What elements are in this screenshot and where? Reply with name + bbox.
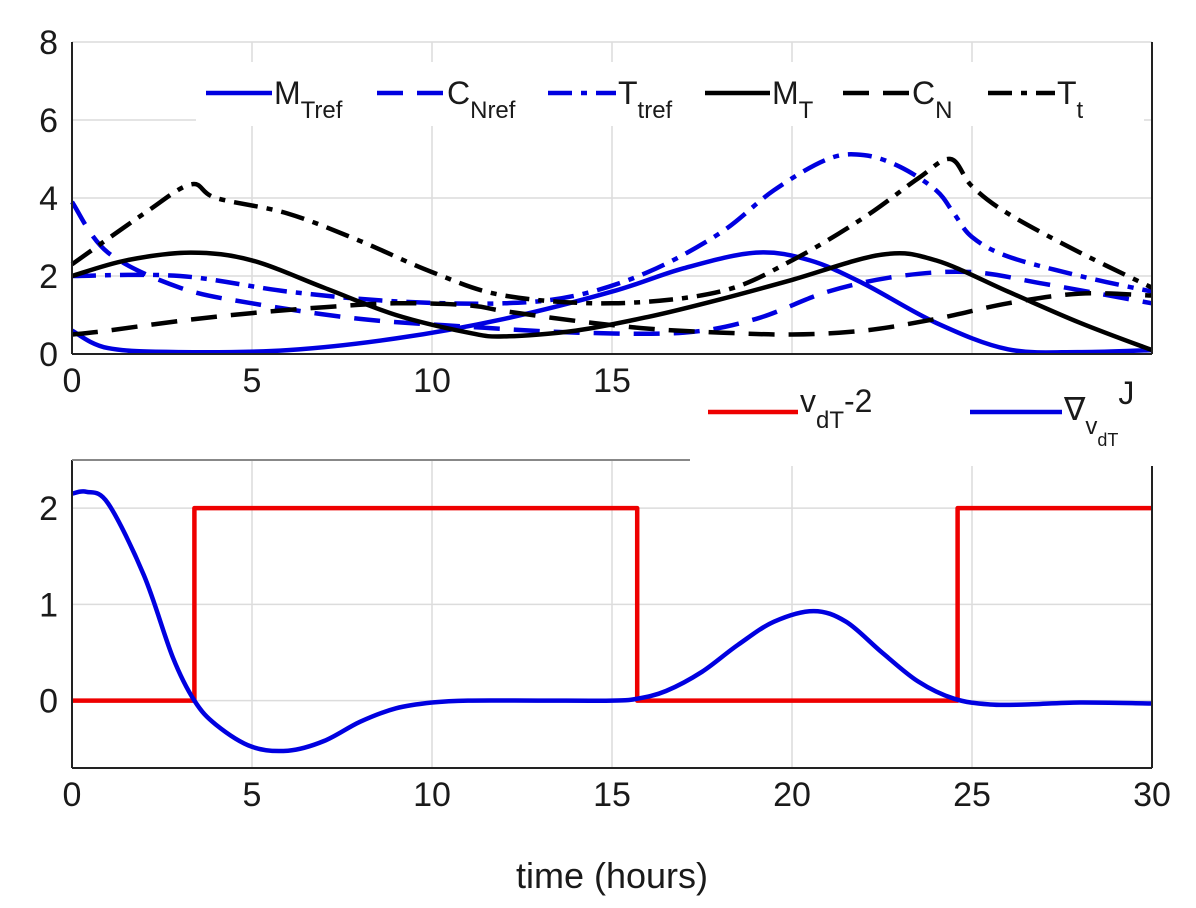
x-tick-label: 25 — [953, 776, 991, 814]
top-axes — [71, 42, 1153, 355]
legend-label: CN — [912, 75, 952, 124]
x-tick-label: 0 — [63, 362, 82, 400]
legend-label: CNref — [447, 75, 516, 124]
bottom-plot-panel: 0 5 10 15 20 25 30 0 1 2 vdT-2 ∇vdTJ time (hours) — [39, 375, 1171, 896]
legend-label: vdT-2 — [800, 383, 872, 434]
x-tick-label: 15 — [593, 776, 631, 814]
y-tick-label: 2 — [39, 490, 58, 528]
y-tick-label: 0 — [39, 336, 58, 374]
top-series-lines — [70, 151, 1153, 355]
series-line-c-n — [71, 291, 1153, 337]
bottom-legend-box — [690, 380, 1160, 466]
series-line-grad-v-dt-j — [71, 489, 1153, 754]
bottom-axes — [71, 459, 1153, 769]
x-tick-label: 30 — [1133, 776, 1171, 814]
y-tick-label: 6 — [39, 102, 58, 140]
top-plot-panel: 0 5 10 15 0 2 4 6 8 MTref CNref Ttref MT CN Tt — [39, 24, 1153, 400]
bottom-legend: vdT-2 ∇vdTJ — [690, 375, 1160, 466]
legend-label: MTref — [274, 75, 343, 124]
x-tick-label: 20 — [773, 776, 811, 814]
y-tick-label: 4 — [39, 180, 58, 218]
y-tick-label: 1 — [39, 586, 58, 624]
x-tick-label: 5 — [243, 776, 262, 814]
x-tick-label: 5 — [243, 362, 262, 400]
series-line-v-dt-2 — [72, 505, 1152, 703]
y-tick-label: 2 — [39, 258, 58, 296]
legend-label: MT — [772, 75, 814, 124]
x-axis-label: time (hours) — [516, 855, 708, 896]
series-line-t-tref — [71, 151, 1153, 306]
y-tick-label: 0 — [39, 683, 58, 721]
x-tick-label: 0 — [63, 776, 82, 814]
series-line-m-t — [71, 250, 1153, 353]
bottom-tick-labels: 0 5 10 15 20 25 30 0 1 2 — [39, 490, 1171, 814]
legend-label: Tt — [1057, 75, 1084, 124]
top-legend: MTref CNref Ttref MT CN Tt — [196, 62, 1144, 126]
x-tick-label: 10 — [413, 776, 451, 814]
x-tick-label: 10 — [413, 362, 451, 400]
series-line-t-t — [70, 156, 1153, 306]
top-legend-box — [196, 62, 1144, 126]
legend-label: ∇vdTJ — [1063, 375, 1134, 450]
top-tick-labels: 0 5 10 15 0 2 4 6 8 — [39, 24, 631, 400]
legend-label: Ttref — [618, 75, 673, 124]
bottom-series-lines — [71, 489, 1153, 754]
series-line-m-tref — [70, 250, 1153, 355]
x-tick-label: 15 — [593, 362, 631, 400]
y-tick-label: 8 — [39, 24, 58, 62]
